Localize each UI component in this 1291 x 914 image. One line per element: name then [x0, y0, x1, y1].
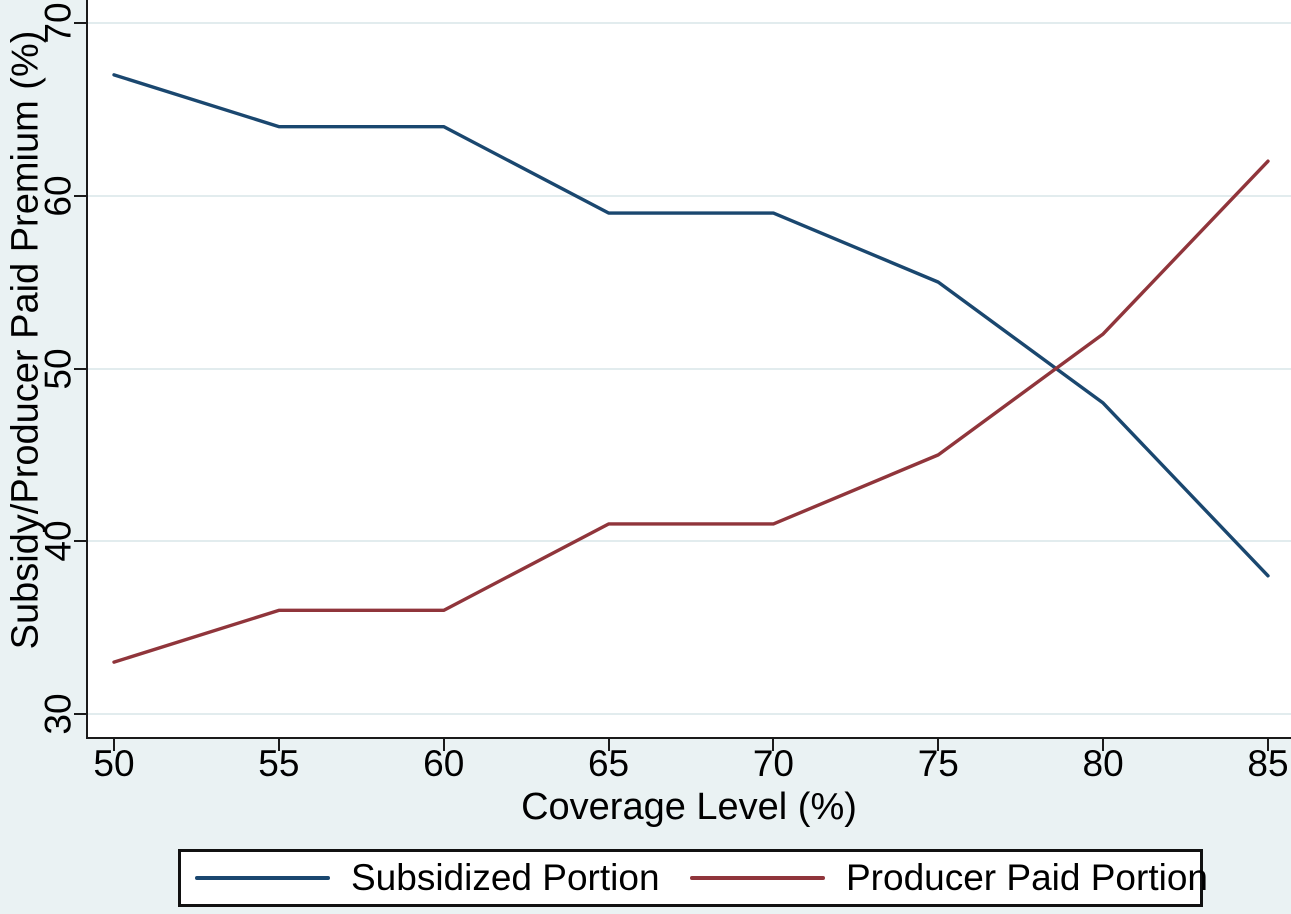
x-axis-line: [86, 737, 1291, 739]
x-tick-65: [607, 739, 610, 751]
y-tick-label: 60: [37, 175, 79, 217]
x-tick-label: 50: [93, 743, 135, 784]
x-tick-label: 60: [423, 743, 465, 784]
y-tick-50: [74, 367, 86, 370]
y-tick-70: [74, 22, 86, 24]
x-tick-label: 80: [1082, 743, 1124, 784]
x-tick-label: 70: [752, 743, 794, 784]
plot-area: [88, 0, 1291, 737]
series-line-subsidized-portion: [112, 73, 1270, 578]
y-tick-40: [74, 540, 86, 543]
legend-label: Subsidized Portion: [351, 857, 660, 898]
x-axis-title: Coverage Level (%): [521, 786, 857, 828]
series-line-producer-paid-portion: [112, 159, 1270, 664]
legend-line-sample: [690, 876, 825, 880]
x-tick-label: 75: [917, 743, 959, 784]
x-tick-label: 65: [587, 743, 630, 784]
y-tick-30: [74, 713, 86, 715]
gridline-y-60: [88, 194, 1291, 197]
x-tick-60: [442, 739, 445, 751]
legend-label: Producer Paid Portion: [846, 857, 1208, 898]
x-tick-label: 55: [258, 743, 300, 784]
gridline-y-70: [88, 22, 1291, 24]
x-tick-70: [772, 739, 775, 751]
x-tick-75: [937, 739, 940, 751]
legend-line-sample: [195, 876, 330, 880]
y-tick-label: 30: [37, 693, 79, 735]
x-tick-50: [113, 739, 115, 751]
gridline-y-50: [88, 367, 1291, 370]
y-tick-60: [74, 194, 86, 197]
gridline-y-40: [88, 540, 1291, 543]
y-axis-line: [86, 0, 88, 739]
x-tick-85: [1266, 739, 1269, 751]
legend: Subsidized Portion Producer Paid Portion: [178, 849, 1208, 907]
series-plot: [112, 73, 1270, 664]
gridline-y-30: [88, 713, 1291, 715]
x-tick-label: 85: [1247, 743, 1289, 784]
y-tick-label: 50: [37, 347, 79, 390]
y-tick-label: 70: [37, 2, 79, 44]
y-tick-label: 40: [37, 520, 79, 562]
x-tick-80: [1102, 739, 1105, 751]
x-tick-55: [277, 739, 280, 751]
